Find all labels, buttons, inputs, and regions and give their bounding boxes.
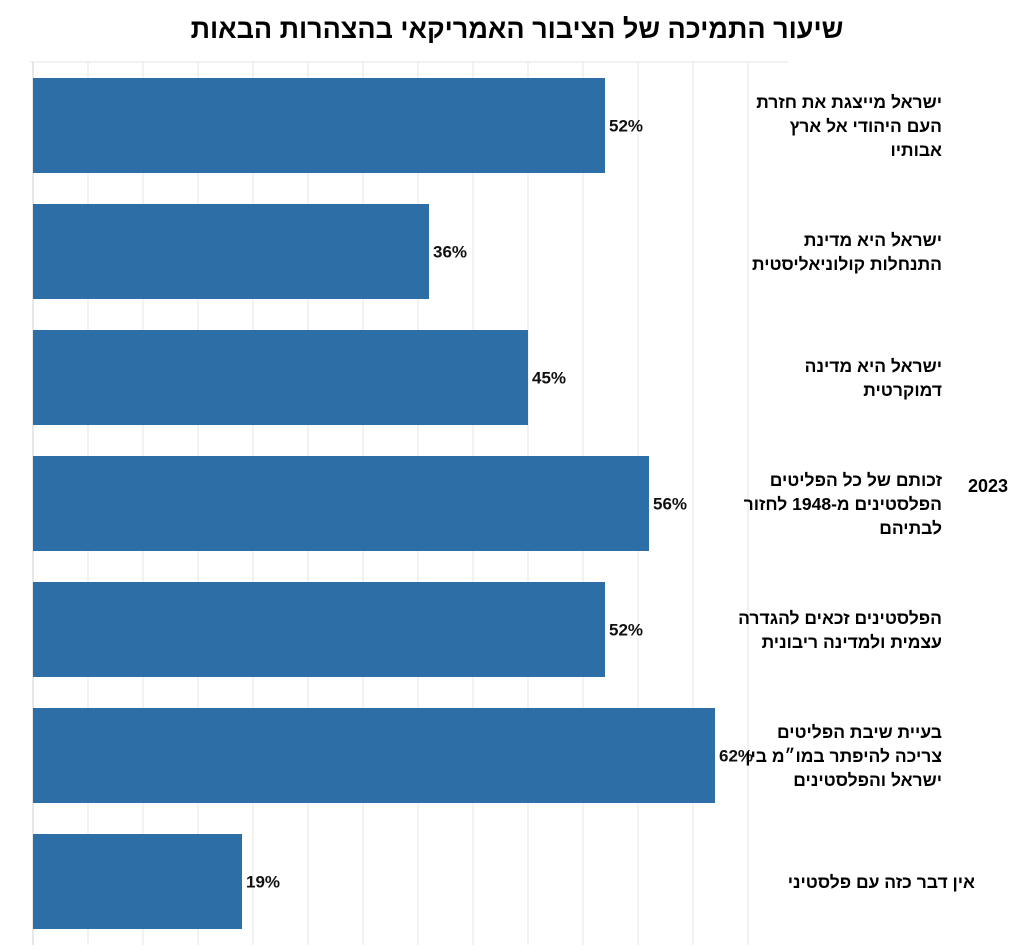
bar-value-label: 52% xyxy=(609,117,643,136)
category-label: בעיית שיבת הפליטים צריכה להיפתר במו״מ בי… xyxy=(745,721,942,790)
category-label: אין דבר כזה עם פלסטיני xyxy=(787,871,975,892)
bar-value-label: 52% xyxy=(609,621,643,640)
data-labels: 52% 36% 45% 56% 52% 62% 19% xyxy=(246,117,753,892)
bar xyxy=(33,204,429,299)
category-label: ישראל היא מדינה דמוקרטית xyxy=(804,355,942,400)
bar-value-label: 45% xyxy=(532,369,566,388)
bars xyxy=(33,78,715,929)
bar xyxy=(33,330,528,425)
chart-title: שיעור התמיכה של הציבור האמריקאי בהצהרות … xyxy=(190,14,844,44)
bar xyxy=(33,78,605,173)
group-label: 2023 xyxy=(968,476,1009,496)
bar-value-label: 19% xyxy=(246,873,280,892)
bar xyxy=(33,708,715,803)
bar-value-label: 36% xyxy=(433,243,467,262)
bar xyxy=(33,456,649,551)
category-label: זכותם של כל הפליטים הפלסטינים מ-1948 לחז… xyxy=(743,469,942,538)
category-label: ישראל מייצגת את חזרת העם היהודי אל ארץ א… xyxy=(756,91,942,160)
bar-value-label: 62% xyxy=(719,747,753,766)
bar xyxy=(33,582,605,677)
category-label: ישראל היא מדינת התנחלות קולוניאליסטית xyxy=(751,229,942,274)
bar-value-label: 56% xyxy=(653,495,687,514)
bar xyxy=(33,834,242,929)
category-label: הפלסטינים זכאים להגדרה עצמית ולמדינה ריב… xyxy=(738,607,942,652)
